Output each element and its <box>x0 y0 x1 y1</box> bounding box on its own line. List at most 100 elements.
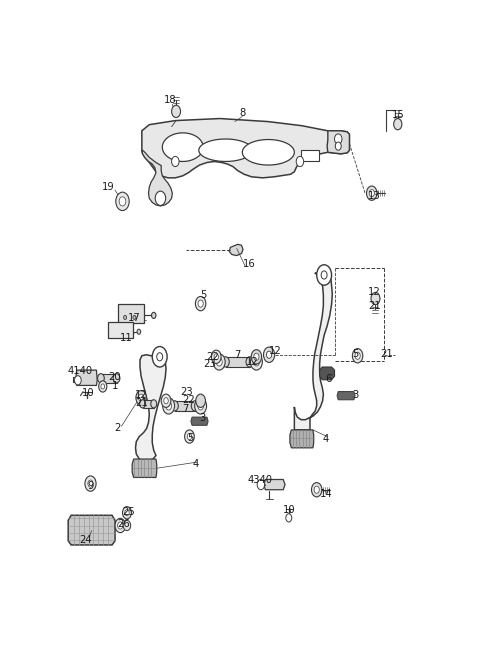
Text: 21: 21 <box>368 301 381 311</box>
Bar <box>143 400 154 408</box>
Text: 2: 2 <box>114 424 121 434</box>
Circle shape <box>211 350 221 363</box>
Text: 8: 8 <box>239 108 245 118</box>
Polygon shape <box>327 131 349 154</box>
Circle shape <box>355 352 360 359</box>
Circle shape <box>172 156 179 167</box>
Circle shape <box>251 354 263 370</box>
Text: 4340: 4340 <box>248 475 273 485</box>
Circle shape <box>257 479 264 490</box>
Text: 14: 14 <box>320 489 332 499</box>
Circle shape <box>369 190 374 197</box>
Circle shape <box>246 357 253 367</box>
Polygon shape <box>68 515 115 545</box>
Bar <box>118 303 144 323</box>
Text: 17: 17 <box>128 313 141 323</box>
Circle shape <box>85 476 96 491</box>
Polygon shape <box>320 367 335 380</box>
Polygon shape <box>290 430 314 448</box>
Text: 18: 18 <box>163 95 176 105</box>
Text: 5: 5 <box>352 349 358 359</box>
Text: 4140: 4140 <box>68 366 93 376</box>
Text: 22: 22 <box>182 395 195 405</box>
Circle shape <box>192 401 199 411</box>
Circle shape <box>157 353 163 361</box>
Circle shape <box>123 521 131 531</box>
Circle shape <box>74 376 81 385</box>
Text: 5: 5 <box>187 432 193 443</box>
Polygon shape <box>301 150 319 161</box>
Circle shape <box>155 191 166 205</box>
Circle shape <box>296 156 304 167</box>
Text: 3: 3 <box>199 413 205 423</box>
Text: 1: 1 <box>112 381 118 392</box>
Polygon shape <box>191 417 208 426</box>
Circle shape <box>317 265 332 286</box>
Bar <box>226 357 250 367</box>
Polygon shape <box>135 355 166 461</box>
Circle shape <box>101 384 105 389</box>
Circle shape <box>253 358 259 366</box>
Circle shape <box>171 401 178 411</box>
Polygon shape <box>142 119 349 178</box>
Circle shape <box>151 400 156 408</box>
Circle shape <box>216 358 222 366</box>
Text: 20: 20 <box>108 373 121 382</box>
Circle shape <box>198 300 203 307</box>
Circle shape <box>164 398 168 404</box>
Circle shape <box>187 434 192 440</box>
Circle shape <box>124 315 127 319</box>
Text: 15: 15 <box>392 110 405 120</box>
Polygon shape <box>199 139 252 161</box>
Circle shape <box>118 522 123 529</box>
Circle shape <box>314 486 319 493</box>
Polygon shape <box>142 150 172 206</box>
Text: 22: 22 <box>206 353 219 363</box>
Circle shape <box>139 394 144 401</box>
Circle shape <box>172 105 180 118</box>
Circle shape <box>266 351 272 359</box>
Circle shape <box>136 390 146 405</box>
Circle shape <box>116 192 129 210</box>
Circle shape <box>125 510 129 516</box>
Circle shape <box>264 347 275 363</box>
Circle shape <box>286 514 292 522</box>
Text: 23: 23 <box>180 386 193 396</box>
Circle shape <box>137 329 141 334</box>
Text: 19: 19 <box>102 182 115 192</box>
Text: 12: 12 <box>246 357 259 367</box>
Circle shape <box>195 398 206 414</box>
Circle shape <box>166 402 172 410</box>
Text: 21: 21 <box>135 398 148 408</box>
Circle shape <box>321 271 327 279</box>
Circle shape <box>352 349 363 363</box>
Circle shape <box>367 186 377 201</box>
Circle shape <box>335 134 342 144</box>
Circle shape <box>185 430 194 443</box>
Text: 10: 10 <box>283 505 296 515</box>
Circle shape <box>119 197 126 206</box>
Circle shape <box>163 398 175 414</box>
Circle shape <box>196 394 205 408</box>
Circle shape <box>195 296 206 311</box>
Circle shape <box>113 374 120 383</box>
Text: 12: 12 <box>269 346 281 356</box>
Polygon shape <box>337 392 355 400</box>
Bar <box>101 374 117 383</box>
Text: 21: 21 <box>380 349 393 359</box>
Text: 10: 10 <box>82 388 94 398</box>
Bar <box>175 401 195 411</box>
Circle shape <box>335 142 341 150</box>
Circle shape <box>133 315 136 319</box>
Text: 4: 4 <box>192 459 199 469</box>
Circle shape <box>152 312 156 319</box>
Polygon shape <box>132 459 156 477</box>
Circle shape <box>251 350 262 364</box>
Text: 26: 26 <box>118 519 131 529</box>
Polygon shape <box>294 272 332 430</box>
Polygon shape <box>76 370 97 385</box>
Circle shape <box>214 354 218 360</box>
Polygon shape <box>162 133 203 161</box>
Text: 23: 23 <box>204 359 216 369</box>
Circle shape <box>97 374 104 383</box>
